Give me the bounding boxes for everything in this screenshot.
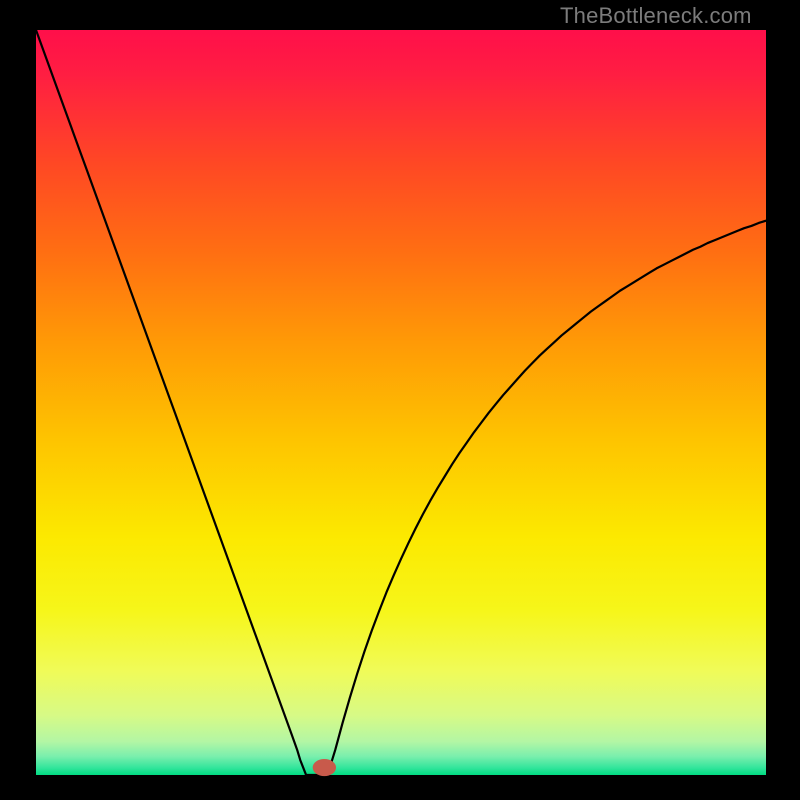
optimum-marker [313, 759, 336, 776]
watermark-text: TheBottleneck.com [560, 3, 752, 29]
plot-background [36, 30, 766, 775]
chart-svg [0, 0, 800, 800]
chart-canvas: TheBottleneck.com [0, 0, 800, 800]
